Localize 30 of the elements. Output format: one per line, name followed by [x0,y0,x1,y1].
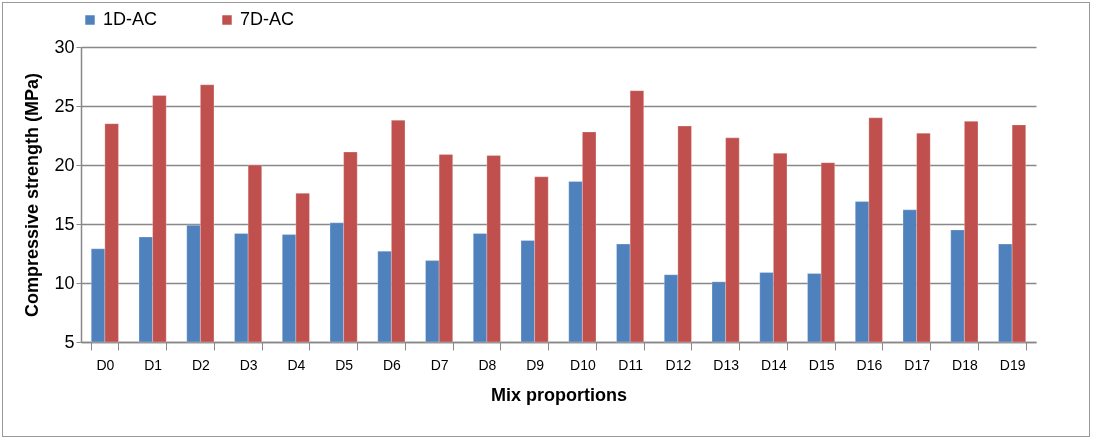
legend-label: 1D-AC [103,9,158,29]
x-tick-label: D1 [144,356,163,373]
x-tick-label: D3 [239,356,258,373]
x-tick-label: D19 [999,356,1026,373]
x-tick-label: D2 [191,356,211,373]
x-tick-label: D11 [618,356,644,373]
y-tick-label: 25 [54,95,75,116]
y-axis-title: Compressive strength (MPa) [22,72,43,318]
x-tick-label: D16 [856,356,883,373]
x-tick-label: D14 [761,356,787,373]
x-tick-label: D15 [808,356,835,373]
x-tick-label: D12 [665,356,692,373]
x-axis-title: Mix proportions [491,384,627,405]
x-tick-label: D0 [96,356,115,373]
legend-label: 7D-AC [240,9,295,29]
y-tick-label: 30 [54,36,75,57]
x-tick-label: D4 [287,356,306,373]
x-tick-label: D10 [570,356,596,373]
x-tick-label: D8 [478,356,497,373]
x-tick-label: D7 [430,356,449,373]
x-tick-label: D5 [335,356,354,373]
y-tick-label: 20 [54,154,75,175]
x-tick-label: D6 [382,356,402,373]
x-tick-label: D17 [904,356,931,373]
x-tick-label: D13 [713,356,740,373]
x-tick-label: D9 [526,356,545,373]
x-tick-label: D18 [952,356,978,373]
y-tick-label: 15 [54,213,75,234]
y-tick-label: 5 [64,331,75,352]
y-tick-label: 10 [54,272,75,293]
